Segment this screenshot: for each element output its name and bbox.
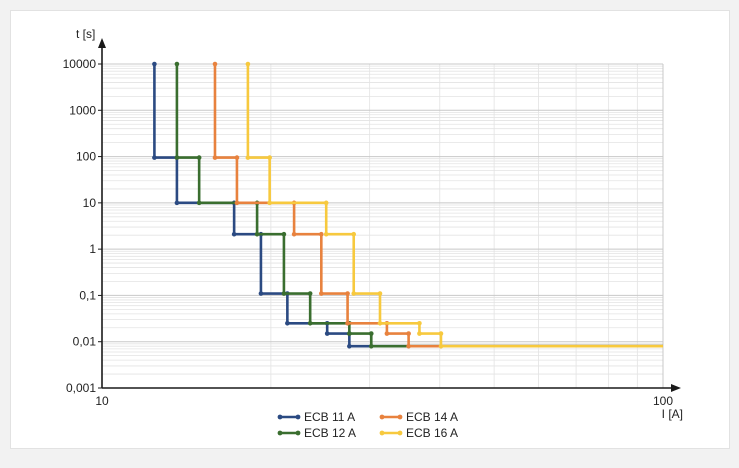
data-point <box>323 231 329 237</box>
data-point <box>347 331 352 336</box>
data-point <box>291 231 297 237</box>
legend: ECB 11 A ECB 12 A ECB 14 A ECB 16 A <box>277 410 458 440</box>
y-tick-label: 0,01 <box>73 335 97 349</box>
data-point <box>285 320 290 326</box>
data-point <box>267 155 272 160</box>
data-point <box>368 343 374 349</box>
legend-item: ECB 14 A <box>379 410 458 424</box>
x-axis-arrow <box>671 384 681 392</box>
legend-marker <box>397 414 403 420</box>
data-point <box>174 200 180 206</box>
data-point <box>438 331 444 336</box>
data-point <box>196 155 202 160</box>
data-point <box>152 155 157 160</box>
y-tick-label: 10000 <box>63 57 97 71</box>
legend-marker <box>295 430 301 436</box>
data-point <box>254 231 260 237</box>
data-point <box>323 200 329 206</box>
data-point <box>258 291 264 296</box>
legend-item: ECB 16 A <box>379 426 458 440</box>
data-point <box>281 231 287 237</box>
legend-marker <box>277 414 283 420</box>
data-point <box>281 291 287 296</box>
series-group <box>152 61 663 349</box>
x-tick-label: 100 <box>653 394 673 408</box>
data-point <box>438 343 444 349</box>
legend-label: ECB 12 A <box>304 426 356 440</box>
y-axis-label: t [s] <box>76 27 95 41</box>
data-point <box>319 291 324 296</box>
data-point <box>377 291 383 296</box>
y-tick-label: 1000 <box>69 103 96 117</box>
y-tick-label: 10 <box>83 196 97 210</box>
legend-label: ECB 11 A <box>304 410 355 424</box>
series-ecb-12-a <box>174 61 663 349</box>
y-tick-label: 100 <box>76 150 96 164</box>
legend-marker <box>397 430 403 436</box>
data-point <box>345 291 350 296</box>
data-point <box>351 231 357 237</box>
legend-label: ECB 14 A <box>406 410 458 424</box>
x-axis-label: I [A] <box>662 407 683 421</box>
data-point <box>231 231 237 237</box>
data-point <box>234 200 240 206</box>
legend-marker <box>379 414 385 420</box>
y-tick-label: 0,001 <box>66 381 96 395</box>
data-point <box>417 320 422 326</box>
data-point <box>245 61 251 67</box>
data-point <box>307 320 313 326</box>
data-point <box>152 61 157 67</box>
chart-panel: 10000 1000 100 10 1 0,1 0,01 0,001 10 100 t [s] I [… <box>10 10 730 449</box>
data-point <box>417 331 422 336</box>
data-point <box>384 331 390 336</box>
data-point <box>324 331 330 336</box>
legend-marker <box>277 430 283 436</box>
legend-item: ECB 12 A <box>277 426 356 440</box>
data-point <box>406 331 411 336</box>
x-tick-label: 10 <box>95 394 109 408</box>
data-point <box>368 331 374 336</box>
data-point <box>377 320 383 326</box>
data-point <box>212 61 218 67</box>
data-point <box>347 343 352 349</box>
grid <box>102 63 664 389</box>
data-point <box>319 231 324 237</box>
data-point <box>345 320 350 326</box>
data-point <box>196 200 202 206</box>
y-tick-label: 0,1 <box>79 288 96 302</box>
legend-marker <box>295 414 301 420</box>
data-point <box>174 155 180 160</box>
data-point <box>267 200 272 206</box>
data-point <box>212 155 218 160</box>
y-axis-arrow <box>98 38 106 48</box>
series-ecb-16-a <box>245 61 663 349</box>
y-tick-label: 1 <box>89 242 96 256</box>
data-point <box>351 291 357 296</box>
data-point <box>245 155 251 160</box>
legend-item: ECB 11 A <box>277 410 355 424</box>
legend-label: ECB 16 A <box>406 426 458 440</box>
data-point <box>174 61 180 67</box>
data-point <box>406 343 411 349</box>
legend-marker <box>379 430 385 436</box>
data-point <box>234 155 240 160</box>
data-point <box>307 291 313 296</box>
